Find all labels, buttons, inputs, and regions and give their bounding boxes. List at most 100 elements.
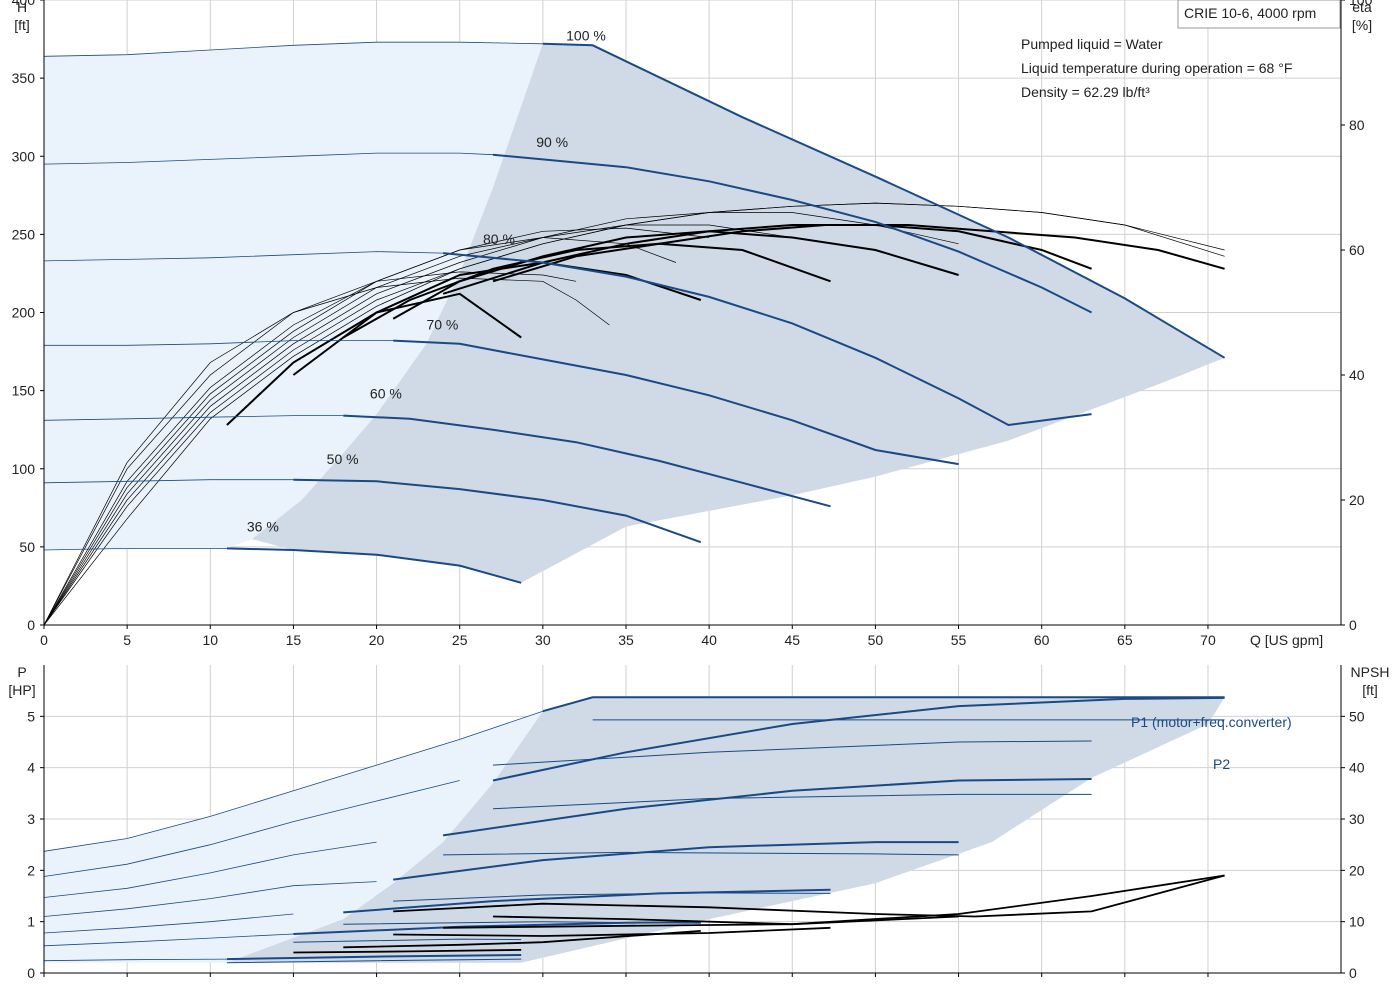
p1-curve	[542, 696, 1225, 713]
y2-tick-label: 80	[1349, 117, 1365, 133]
npsh-axis-unit: [ft]	[1362, 682, 1378, 698]
annotation-density: Density = 62.29 lb/ft³	[1021, 84, 1150, 100]
p1-curve-thin	[43, 881, 377, 917]
y-tick-label: 5	[27, 708, 35, 724]
y2-tick-label: 10	[1349, 914, 1365, 930]
efficiency-curve	[43, 212, 959, 626]
operating-range-area	[251, 43, 1225, 583]
p1-curve	[492, 696, 1225, 782]
qh-curve-thin	[43, 152, 494, 165]
p1-curve-thin	[43, 841, 377, 898]
qh-curve-thin	[43, 479, 294, 484]
npsh-curve	[393, 926, 831, 937]
p1-curve-thin	[43, 913, 294, 934]
p2-legend-label: P2	[1213, 756, 1230, 772]
p-axis-unit: [HP]	[8, 682, 35, 698]
x-tick-label: 20	[369, 632, 385, 648]
extended-range-area	[44, 42, 543, 550]
y2-axis-unit: [%]	[1352, 17, 1372, 33]
y2-tick-label: 60	[1349, 242, 1365, 258]
qh-curve	[542, 42, 1226, 359]
p-axis-title: P	[17, 664, 26, 680]
y-tick-label: 250	[12, 226, 36, 242]
y-tick-label: 400	[12, 0, 36, 8]
p1-curve	[393, 841, 959, 881]
y-axis-unit: [ft]	[14, 17, 30, 33]
p1-curve	[343, 888, 831, 914]
qh-curve	[293, 478, 702, 544]
efficiency-curve	[43, 271, 577, 626]
qh-curve-thin	[43, 41, 543, 57]
qh-curve	[393, 339, 959, 466]
y2-tick-label: 0	[1349, 617, 1357, 633]
y2-tick-label: 20	[1349, 862, 1365, 878]
y-tick-label: 200	[12, 305, 36, 321]
y2-axis-title: eta	[1352, 0, 1372, 15]
x-tick-label: 15	[286, 632, 302, 648]
x-tick-label: 35	[618, 632, 634, 648]
qh-curve	[226, 547, 522, 584]
x-tick-label: 60	[1034, 632, 1050, 648]
p2-curve	[492, 740, 1092, 766]
efficiency-curve	[342, 242, 831, 339]
efficiency-curve	[442, 224, 1092, 295]
speed-label: 80 %	[483, 231, 515, 247]
x-tick-label: 0	[40, 632, 48, 648]
speed-label: 36 %	[247, 518, 279, 534]
qh-curve-thin	[43, 251, 444, 262]
p2-curve	[293, 938, 522, 943]
x-axis-title: Q [US gpm]	[1250, 632, 1323, 648]
x-tick-label: 25	[452, 632, 468, 648]
efficiency-curve	[392, 230, 959, 320]
y-tick-label: 50	[19, 539, 35, 555]
speed-label: 100 %	[566, 28, 606, 44]
npsh-curve	[492, 874, 1225, 926]
y-tick-label: 350	[12, 70, 36, 86]
qh-curve	[343, 414, 831, 508]
speed-label: 60 %	[370, 385, 402, 401]
y-tick-label: 100	[12, 461, 36, 477]
y-axis-title: H	[17, 0, 27, 15]
x-tick-label: 10	[202, 632, 218, 648]
y2-tick-label: 0	[1349, 965, 1357, 981]
npsh-curve	[343, 930, 701, 949]
qh-curve-thin	[43, 415, 344, 421]
y2-tick-label: 30	[1349, 811, 1365, 827]
p1-curve-thin	[43, 780, 460, 877]
p1-curve-thin	[43, 710, 543, 852]
x-tick-label: 70	[1200, 632, 1216, 648]
x-tick-label: 50	[868, 632, 884, 648]
x-tick-label: 65	[1117, 632, 1133, 648]
title-box	[1177, 0, 1341, 29]
qh-curve	[443, 252, 1092, 427]
p1-curve-thin	[43, 933, 294, 947]
efficiency-curve	[492, 224, 1225, 283]
qh-curve-thin	[43, 548, 227, 551]
npsh-curve	[293, 949, 522, 954]
annotation-liquid: Pumped liquid = Water	[1021, 36, 1163, 52]
speed-label: 70 %	[426, 317, 458, 333]
operating-range-area	[226, 697, 1225, 963]
p2-curve	[226, 958, 522, 964]
p1-curve	[226, 954, 522, 961]
extended-range-area	[44, 711, 543, 963]
x-tick-label: 30	[535, 632, 551, 648]
npsh-curve	[443, 915, 959, 929]
npsh-axis-title: NPSH	[1351, 664, 1390, 680]
p1-legend-label: P1 (motor+freq.converter)	[1131, 714, 1292, 730]
p1-curve	[442, 778, 1092, 837]
x-tick-label: 40	[701, 632, 717, 648]
p1-curve	[293, 921, 701, 935]
speed-label: 50 %	[327, 451, 359, 467]
p2-curve	[443, 851, 959, 856]
y-tick-label: 0	[27, 965, 35, 981]
y-tick-label: 2	[27, 862, 35, 878]
qh-panel: 100 %90 %80 %70 %60 %50 %36 %05010015020…	[12, 0, 1373, 648]
y-tick-label: 4	[27, 760, 35, 776]
y-tick-label: 1	[27, 914, 35, 930]
qh-curve	[492, 153, 1093, 314]
qh-curve-thin	[44, 340, 394, 346]
